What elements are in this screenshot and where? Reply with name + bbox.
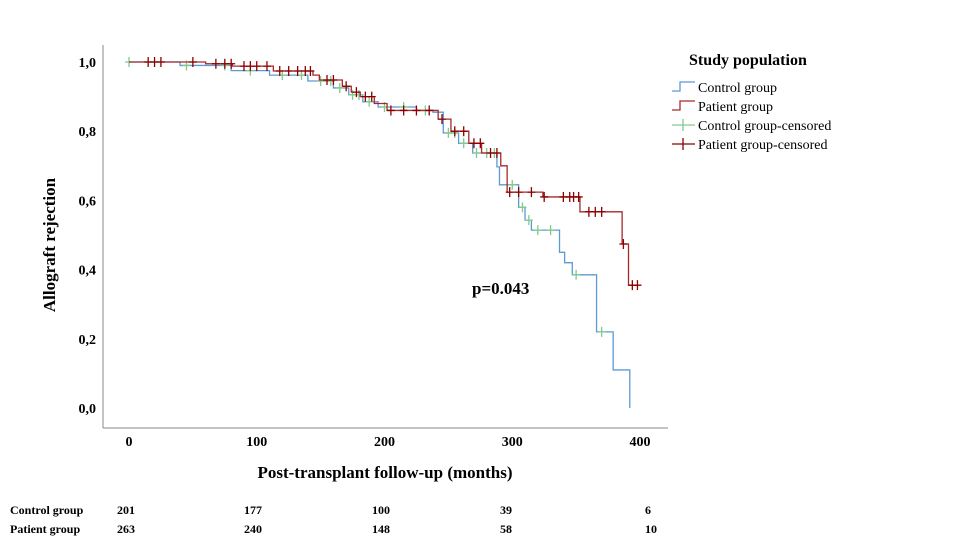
censor-mark [316,76,325,87]
legend-item: Control group-censored [672,119,831,134]
censor-mark [352,87,361,98]
censor-mark [514,187,523,198]
censor-mark [472,147,481,158]
censor-mark [342,81,351,92]
censor-mark [412,105,421,116]
risk-table-row-label: Patient group [10,522,81,536]
x-tick-label: 100 [246,435,267,450]
p-value-annotation: p=0.043 [472,279,529,298]
legend-item: Control group [672,81,777,96]
legend-line-icon [672,81,695,92]
censor-mark [329,74,338,85]
risk-table-cell: 6 [645,503,651,517]
y-tick-label: 0,2 [79,333,97,348]
censor-mark [533,225,542,236]
y-tick-label: 0,0 [79,402,97,417]
risk-table-cell: 177 [244,503,262,517]
y-tick-label: 1,0 [79,56,97,71]
y-tick-label: 0,8 [79,125,97,140]
x-tick-label: 200 [374,435,395,450]
censor-mark [450,126,459,137]
y-tick-label: 0,4 [79,264,97,279]
legend: Study population Control group Patient gr… [672,52,831,153]
censor-mark [546,225,555,236]
x-axis-label: Post-transplant follow-up (months) [257,463,512,482]
censor-mark [508,179,517,190]
legend-label: Patient group [698,100,773,115]
risk-table-cell: 10 [645,522,657,536]
legend-title: Study population [689,52,807,69]
censor-mark [459,138,468,149]
censor-mark [574,191,583,202]
censor-mark [572,269,581,280]
censor-mark [505,187,514,198]
censor-mark [262,61,271,72]
censor-mark [297,70,306,81]
x-tick-label: 0 [126,435,133,450]
x-tick-label: 400 [630,435,651,450]
risk-table-cell: 100 [372,503,390,517]
censor-mark [518,202,527,213]
censor-mark [597,326,606,337]
censor-mark [399,105,408,116]
censor-mark [619,238,628,249]
legend-label: Patient group-censored [698,138,827,153]
censor-mark [284,65,293,76]
censor-mark [227,58,236,69]
censor-mark [633,280,642,291]
censor-mark [275,65,284,76]
legend-label: Control group-censored [698,119,831,134]
censor-mark [476,138,485,149]
legend-item: Patient group [672,100,773,115]
censor-mark [437,114,446,125]
censor-mark [211,58,220,69]
censor-mark [524,215,533,226]
survival-curve-control [129,61,631,408]
censor-mark [459,126,468,137]
censor-mark [293,65,302,76]
risk-table-cell: 263 [117,522,135,536]
censor-mark [252,61,261,72]
censor-mark [540,191,549,202]
censor-mark [306,65,315,76]
legend-line-icon [672,100,695,111]
censor-mark [425,105,434,116]
legend-label: Control group [698,81,777,96]
censor-mark [492,147,501,158]
censor-mark [188,57,197,67]
risk-table-cell: 201 [117,503,135,517]
censor-mark [597,206,606,217]
censor-mark [156,57,165,67]
censor-mark [367,91,376,102]
y-tick-label: 0,6 [79,194,97,209]
risk-table-cell: 240 [244,522,262,536]
censor-mark [365,96,374,107]
risk-table-cell: 58 [500,522,512,536]
x-tick-label: 300 [502,435,523,450]
censor-mark [335,82,344,93]
risk-table-cell: 148 [372,522,390,536]
legend-censor-icon [672,138,695,150]
risk-table-row-label: Control group [10,503,84,517]
legend-item: Patient group-censored [672,138,827,153]
censor-mark [527,187,536,198]
censor-mark [386,105,395,116]
y-axis-label: Allograft rejection [40,177,59,312]
risk-table-cell: 39 [500,503,512,517]
legend-censor-icon [672,119,695,131]
